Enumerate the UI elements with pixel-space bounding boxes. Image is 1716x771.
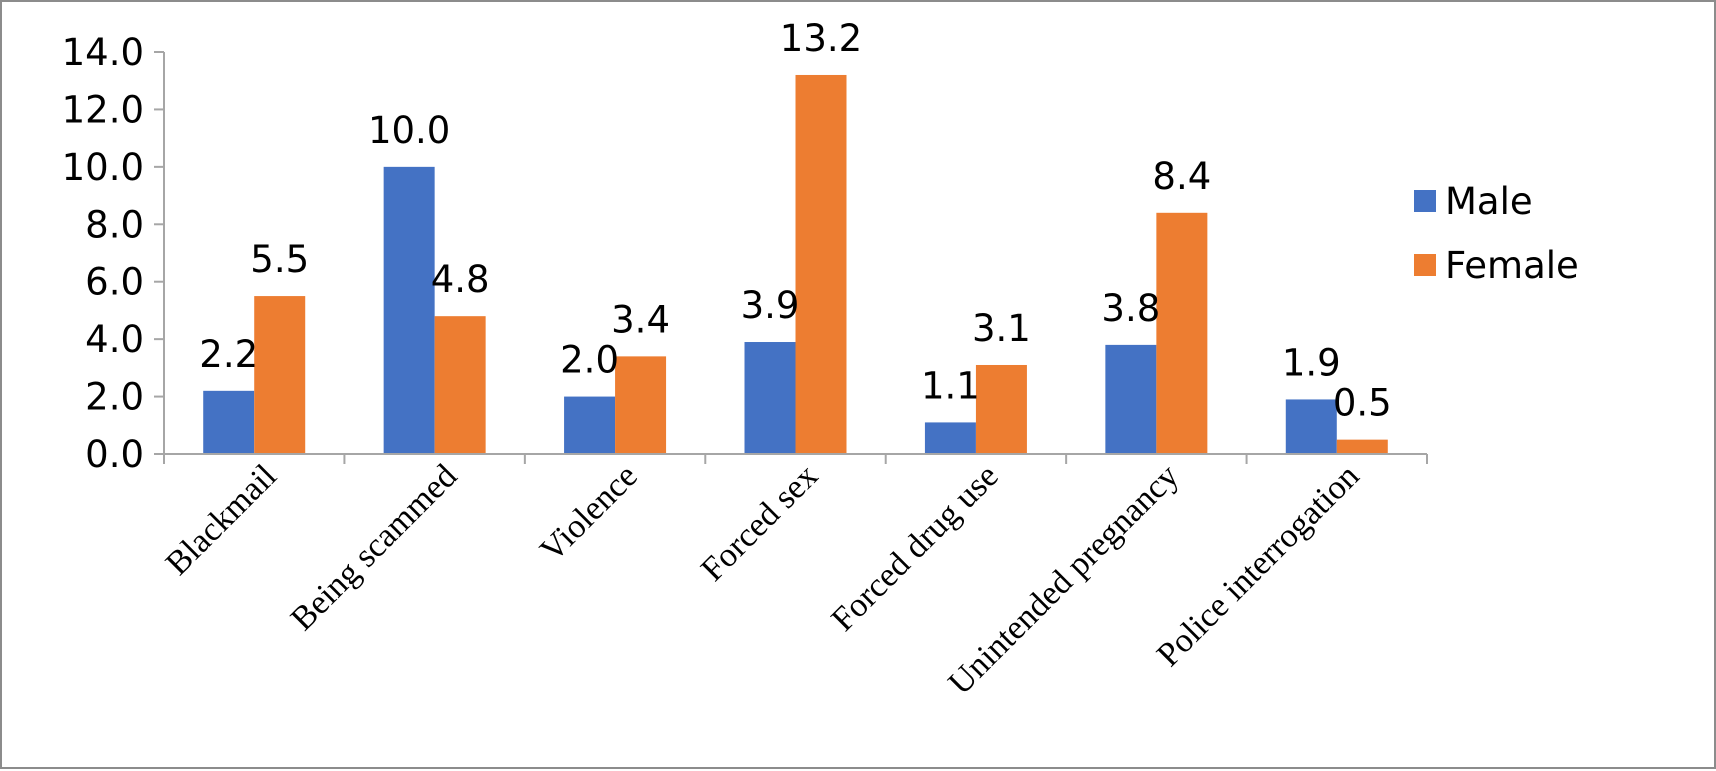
bar-female-3 [795,74,847,454]
legend-label-male: Male [1445,180,1533,223]
y-tick-label: 2.0 [85,376,144,419]
bar-female-2 [615,356,667,454]
x-category-label: Blackmail [159,457,284,582]
bar-male-4 [924,422,976,454]
data-label-male-1: 10.0 [368,109,450,152]
bar-male-2 [564,396,616,454]
data-label-male-4: 1.1 [921,364,980,407]
bar-male-6 [1285,399,1337,454]
data-label-male-3: 3.9 [741,284,800,327]
data-label-female-5: 8.4 [1152,155,1211,198]
y-tick-label: 8.0 [85,203,144,246]
data-label-female-4: 3.1 [972,307,1031,350]
bar-female-4 [975,364,1027,454]
bar-male-1 [383,166,435,454]
legend-swatch-male [1414,190,1436,212]
y-axis: 0.0 2.0 4.0 6.0 8.0 10.0 12.0 14.0 [62,31,165,476]
x-category-label: Forced drug use [825,457,1006,638]
bar-male-3 [744,342,796,454]
y-tick-label: 14.0 [62,31,144,74]
bar-male-5 [1105,344,1157,454]
x-category-label: Forced sex [694,457,825,588]
data-label-female-1: 4.8 [431,258,490,301]
data-labels: 2.2 10.0 2.0 3.9 1.1 3.8 1.9 5.5 4.8 3.4 13.2 3.1 8.… [199,17,1391,425]
y-tick-label: 10.0 [62,146,144,189]
data-label-male-5: 3.8 [1101,287,1160,330]
legend-swatch-female [1414,254,1436,276]
bar-male-0 [203,390,255,454]
x-axis: Blackmail Being scammed Violence Forced sex… [159,453,1428,702]
legend: Male Female [1414,180,1579,287]
bar-female-1 [434,316,486,454]
y-tick-label: 4.0 [85,318,144,361]
data-label-male-0: 2.2 [199,333,258,376]
bar-female-0 [254,296,306,454]
data-label-female-6: 0.5 [1333,382,1392,425]
y-tick-label: 6.0 [85,261,144,304]
data-label-female-0: 5.5 [250,238,309,281]
data-label-female-3: 13.2 [780,17,862,60]
legend-label-female: Female [1445,244,1579,287]
bar-female-5 [1156,212,1208,454]
x-category-label: Being scammed [284,457,464,637]
y-tick-label: 12.0 [62,88,144,131]
bar-female-6 [1336,439,1388,454]
data-label-female-2: 3.4 [611,298,670,341]
bars [203,74,1388,454]
y-tick-label: 0.0 [85,433,144,476]
data-label-male-2: 2.0 [560,339,619,382]
x-category-label: Police interrogation [1150,457,1366,673]
data-label-male-6: 1.9 [1282,341,1341,384]
x-category-label: Violence [533,457,645,569]
